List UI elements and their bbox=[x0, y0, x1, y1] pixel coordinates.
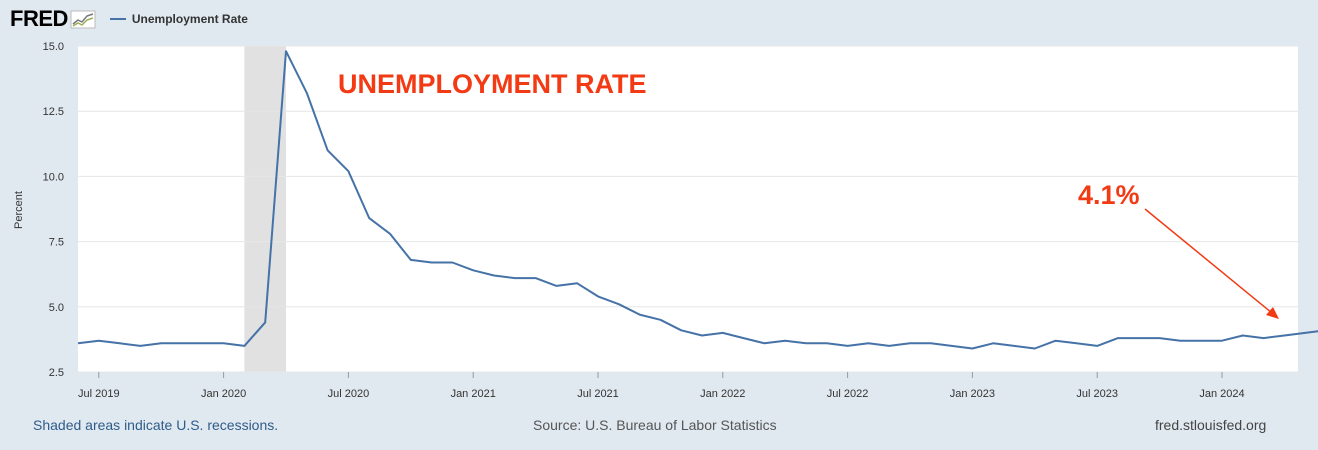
fred-chart-logo-icon bbox=[70, 10, 96, 29]
y-tick-label: 10.0 bbox=[43, 171, 64, 183]
chart-title-annotation: UNEMPLOYMENT RATE bbox=[338, 69, 647, 99]
legend-label: Unemployment Rate bbox=[131, 12, 248, 26]
fred-logo[interactable]: FRED bbox=[10, 6, 96, 32]
x-tick-label: Jan 2023 bbox=[950, 388, 995, 400]
x-tick-label: Jan 2021 bbox=[451, 388, 496, 400]
x-tick-label: Jan 2020 bbox=[201, 388, 246, 400]
legend: Unemployment Rate bbox=[109, 12, 248, 26]
y-axis-label: Percent bbox=[13, 191, 25, 229]
x-tick-label: Jul 2019 bbox=[78, 388, 120, 400]
x-tick-label: Jul 2022 bbox=[827, 388, 869, 400]
x-tick-label: Jan 2022 bbox=[700, 388, 745, 400]
y-tick-label: 15.0 bbox=[43, 41, 64, 53]
site-link[interactable]: fred.stlouisfed.org bbox=[1155, 417, 1267, 433]
y-tick-label: 2.5 bbox=[49, 367, 64, 379]
x-tick-label: Jan 2024 bbox=[1199, 388, 1244, 400]
x-tick-label: Jul 2021 bbox=[577, 388, 619, 400]
source-text: Source: U.S. Bureau of Labor Statistics bbox=[533, 417, 777, 433]
chart-header: FRED Unemployment Rate bbox=[10, 6, 248, 32]
y-tick-label: 5.0 bbox=[49, 302, 64, 314]
recession-note[interactable]: Shaded areas indicate U.S. recessions. bbox=[33, 417, 279, 433]
legend-swatch bbox=[109, 18, 126, 20]
x-tick-label: Jul 2023 bbox=[1076, 388, 1118, 400]
chart: 2.5 5.0 7.5 10.0 12.5 15.0 Jul 2019 Jan 2020 Ju… bbox=[13, 41, 1318, 400]
logo-text: FRED bbox=[10, 6, 68, 31]
y-tick-label: 7.5 bbox=[49, 237, 64, 249]
x-tick-label: Jul 2020 bbox=[328, 388, 370, 400]
arrow-icon bbox=[1144, 208, 1279, 319]
series-line bbox=[77, 50, 1318, 350]
latest-value-annotation: 4.1% bbox=[1078, 180, 1140, 210]
y-tick-label: 12.5 bbox=[43, 106, 64, 118]
